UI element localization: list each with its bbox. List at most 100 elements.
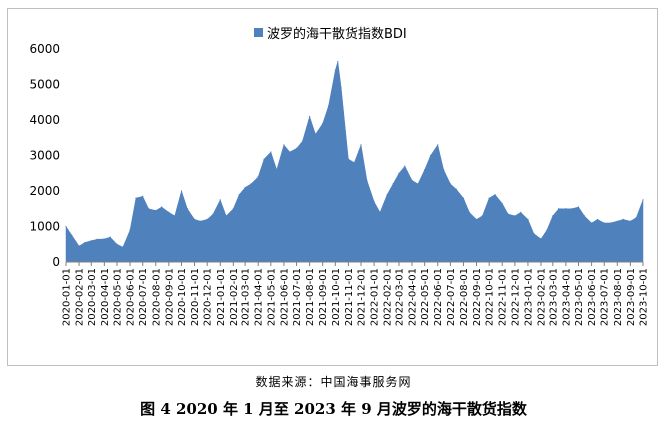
data-point [168,211,170,213]
data-point [424,169,426,171]
data-point [206,218,208,220]
data-point [558,208,560,210]
x-tick-label: 2021-06-01 [279,268,290,326]
data-point [250,183,252,185]
y-tick-label: 3000 [29,149,60,163]
data-point [552,215,554,217]
plot-area [65,60,644,263]
x-tick-label: 2020-04-01 [100,268,111,326]
x-tick-label: 2022-04-01 [408,268,419,326]
data-point [514,215,516,217]
data-point [103,238,105,240]
data-point [366,179,368,181]
x-tick-label: 2020-05-01 [112,268,123,326]
data-point [577,206,580,208]
x-tick-label: 2020-10-01 [177,268,188,326]
x-tick-label: 2022-10-01 [485,268,496,326]
data-point [520,211,522,213]
x-tick-label: 2023-05-01 [574,268,585,326]
x-tick-label: 2021-04-01 [254,268,265,326]
x-tick-label: 2021-01-01 [216,268,227,326]
data-point [635,217,637,219]
x-tick-label: 2022-02-01 [383,268,394,326]
data-point [276,169,278,171]
data-point [527,218,529,220]
data-point [219,199,221,201]
data-point [398,172,400,174]
y-tick-label: 6000 [29,42,60,56]
data-point [488,197,490,199]
data-point [116,243,118,245]
data-point [301,140,304,142]
x-tick-label: 2022-11-01 [498,268,509,326]
x-tick-label: 2022-05-01 [420,268,431,326]
x-tick-label: 2022-07-01 [446,268,457,326]
data-point [155,209,157,212]
x-tick-label: 2022-08-01 [459,268,470,326]
data-point [571,208,573,210]
x-tick-label: 2023-09-01 [626,268,637,326]
data-point [468,211,470,213]
data-point [283,144,285,146]
x-tick-label: 2020-08-01 [151,268,162,326]
x-tick-label: 2022-12-01 [510,268,521,326]
data-point [263,158,265,160]
data-point [180,190,183,192]
x-tick-label: 2020-09-01 [164,268,175,326]
data-point [122,246,124,248]
x-tick-label: 2020-12-01 [203,268,214,326]
data-point [462,197,465,199]
x-tick-label: 2020-11-01 [190,268,201,326]
data-point [596,218,599,220]
data-point [314,133,317,135]
data-point [616,220,618,222]
data-point [347,158,349,160]
data-point [379,211,381,213]
x-tick-label: 2023-08-01 [613,268,624,326]
x-tick-label: 2023-03-01 [548,268,559,326]
data-point [270,151,272,153]
y-axis: 0 1000 2000 3000 4000 5000 6000 [29,42,60,269]
data-point [295,147,298,149]
data-point [629,220,631,222]
data-point [142,195,144,197]
data-point [583,215,586,217]
x-tick-label: 2021-11-01 [344,268,355,326]
data-point [322,122,324,125]
legend-swatch [254,28,263,37]
x-tick-label: 2022-03-01 [394,268,405,326]
data-point [443,169,445,171]
data-point [386,193,388,196]
x-tick-label: 2021-05-01 [266,268,277,326]
data-point [449,183,451,185]
x-tick-label: 2021-10-01 [331,268,342,326]
data-point [90,240,92,242]
data-point [161,206,163,208]
x-tick-label: 2021-02-01 [229,268,240,326]
data-point [417,183,419,185]
x-tick-label: 2020-07-01 [138,268,149,326]
x-axis: 2020-01-01 2020-02-01 2020-03-01 2020-04-01… [62,261,650,326]
data-point [135,197,137,199]
y-tick-label: 5000 [29,78,60,92]
data-point [309,115,311,118]
data-point [411,179,413,181]
data-point [96,238,98,240]
x-tick-label: 2021-03-01 [241,268,252,326]
data-point [392,183,394,185]
x-tick-label: 2021-09-01 [318,268,329,326]
legend: 波罗的海干散货指数BDI [254,23,407,42]
data-point [199,220,202,222]
data-point [244,186,246,189]
data-point [455,188,457,190]
data-point [84,241,86,244]
data-point [337,60,339,63]
x-tick-label: 2023-02-01 [537,268,548,326]
data-point [642,199,644,201]
x-tick-label: 2023-10-01 [639,268,650,326]
data-point [373,201,375,203]
data-point [65,225,67,228]
figure-caption: 图 4 2020 年 1 月至 2023 年 9 月波罗的海干散货指数 [140,400,527,418]
data-point [360,144,362,146]
data-point [109,236,111,238]
